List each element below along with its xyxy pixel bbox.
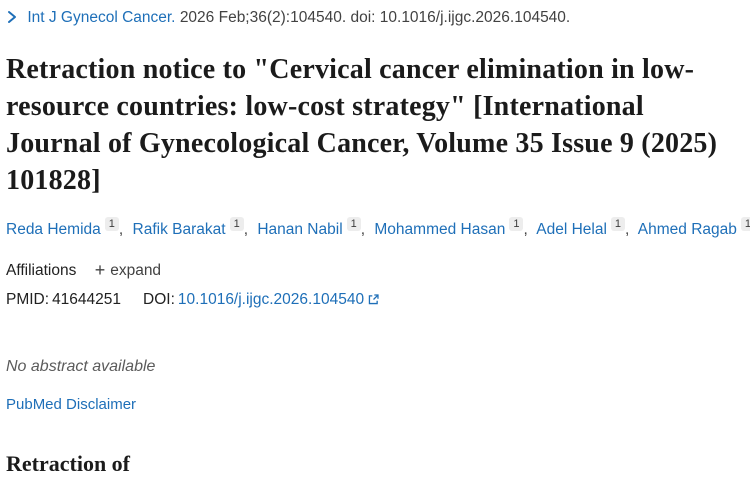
- journal-chevron-icon[interactable]: [6, 10, 18, 30]
- author-affiliation-badge[interactable]: 1: [610, 217, 626, 231]
- citation-doi-label: doi:: [350, 9, 376, 26]
- identifiers-row: PMID: 41644251 DOI: 10.1016/j.ijgc.2026.104…: [6, 290, 742, 312]
- external-link-icon: [367, 292, 380, 312]
- doi-group: DOI: 10.1016/j.ijgc.2026.104540: [143, 291, 380, 308]
- citation-line: Int J Gynecol Cancer. 2026 Feb;36(2):104…: [6, 8, 742, 30]
- doi-link[interactable]: 10.1016/j.ijgc.2026.104540: [177, 291, 365, 308]
- pubmed-disclaimer-link[interactable]: PubMed Disclaimer: [6, 396, 137, 413]
- author-item: Rafik Barakat 1,: [132, 217, 253, 238]
- author-link[interactable]: Mohammed Hasan: [374, 221, 506, 238]
- citation-details: 2026 Feb;36(2):104540.: [179, 9, 347, 26]
- author-separator: ,: [523, 221, 528, 238]
- plus-icon: +: [94, 260, 106, 280]
- author-item: Reda Hemida 1,: [6, 217, 128, 238]
- author-affiliation-badge[interactable]: 1: [229, 217, 244, 231]
- pmid-value: 41644251: [52, 291, 122, 308]
- doi-label: DOI:: [143, 291, 175, 308]
- author-link[interactable]: Rafik Barakat: [132, 221, 226, 238]
- author-affiliation-badge[interactable]: 1: [509, 217, 524, 231]
- no-abstract-text: No abstract available: [6, 358, 156, 375]
- affiliations-row: Affiliations + expand: [6, 260, 742, 281]
- author-separator: ,: [360, 221, 366, 238]
- author-affiliation-badge[interactable]: 1: [104, 217, 119, 231]
- author-affiliation-badge[interactable]: 1: [346, 217, 361, 231]
- author-link[interactable]: Adel Helal: [536, 221, 607, 238]
- author-item: Mohammed Hasan 1,: [374, 217, 532, 238]
- pmid-label: PMID:: [6, 291, 50, 308]
- author-affiliation-badge[interactable]: 1: [740, 217, 750, 231]
- affiliations-label: Affiliations: [6, 262, 77, 279]
- author-link[interactable]: Reda Hemida: [6, 221, 101, 238]
- journal-link[interactable]: Int J Gynecol Cancer.: [27, 9, 176, 26]
- citation-doi-value: 10.1016/j.ijgc.2026.104540.: [379, 9, 571, 26]
- authors-list: Reda Hemida 1, Rafik Barakat 1, Hanan Nabi…: [6, 217, 750, 241]
- author-item: Adel Helal 1,: [536, 217, 634, 238]
- article-title: Retraction notice to "Cervical cancer el…: [6, 54, 718, 196]
- author-item: Hanan Nabil 1,: [257, 217, 370, 238]
- author-separator: ,: [243, 221, 249, 238]
- retraction-of-heading: Retraction of: [6, 451, 131, 476]
- author-separator: ,: [625, 221, 630, 238]
- author-item: Ahmed Ragab 1: [637, 217, 750, 238]
- author-link[interactable]: Hanan Nabil: [257, 221, 343, 238]
- expand-label: expand: [110, 262, 162, 279]
- author-link[interactable]: Ahmed Ragab: [637, 221, 737, 238]
- author-separator: ,: [118, 221, 124, 238]
- expand-affiliations-button[interactable]: + expand: [95, 260, 161, 281]
